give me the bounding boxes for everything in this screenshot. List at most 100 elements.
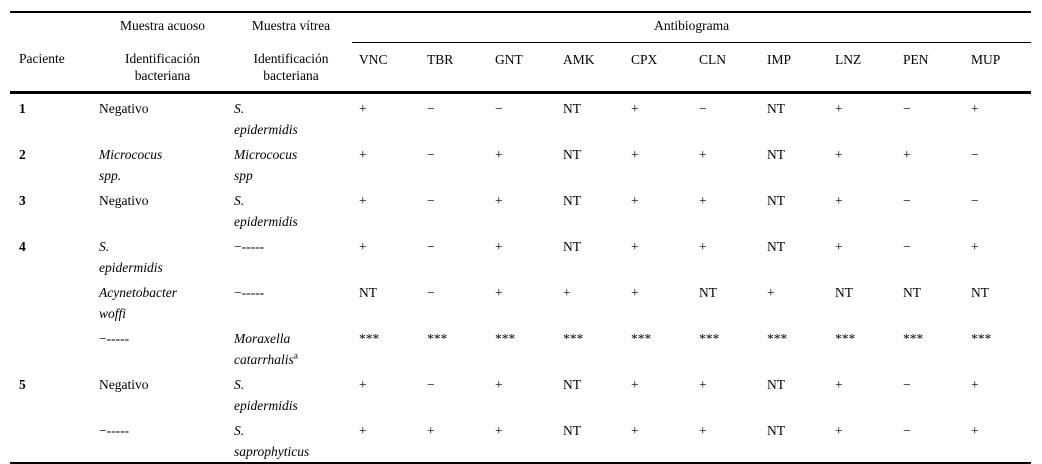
vitreous-identification: S. epidermidis [234,376,298,413]
header-row-columns: Paciente Identificación bacteriana Ident… [10,42,1032,94]
antibiogram-value: NT [767,100,785,116]
vitreous-identification: S. saprophyticus [234,422,310,459]
antibiogram-value: − [903,192,911,208]
aqueous-identification: Acynetobacter woffi [99,284,177,321]
antibiogram-value: + [427,422,435,438]
antibiogram-value: *** [427,330,448,346]
aqueous-identification: Micrococus spp. [99,146,163,183]
vitreous-identification: S. epidermidis [234,192,298,229]
antibiogram-value: − [495,100,503,116]
aqueous-identification: −----- [99,422,130,438]
aqueous-identification: −----- [99,330,130,346]
antibiogram-value: NT [699,284,717,300]
antibiogram-value: + [971,422,979,438]
aqueous-identification: S. epidermidis [99,238,163,275]
antibiogram-value: + [631,238,639,254]
antibiogram-value: + [835,422,843,438]
antibiogram-value: *** [359,330,380,346]
col-header-tbr: TBR [420,42,488,94]
antibiogram-value: *** [631,330,652,346]
vitreous-identification: S. epidermidis [234,100,298,137]
antibiogram-value: + [359,192,367,208]
antibiogram-value: NT [767,192,785,208]
antibiogram-value: − [903,238,911,254]
antibiogram-value: − [971,192,979,208]
patient-number: 4 [19,238,26,254]
antibiogram-value: + [971,376,979,392]
antibiogram-value: + [971,238,979,254]
antibiogram-value: NT [767,422,785,438]
table-body: 1 Negativo S. epidermidis + − − NT + − N… [10,92,1031,463]
antibiogram-value: + [495,422,503,438]
antibiogram-value: + [835,238,843,254]
aqueous-identification: Negativo [99,376,149,392]
patient-number: 5 [19,376,26,392]
antibiogram-value: + [631,100,639,116]
antibiogram-value: *** [835,330,856,346]
patient-number [10,324,95,370]
footnote-marker: a [293,351,298,361]
patient-number: 2 [19,146,26,162]
antibiogram-value: + [835,192,843,208]
antibiogram-value: + [835,146,843,162]
table-row-patient-4: 4 S. epidermidis −----- + − + NT + + NT … [10,232,1031,278]
antibiogram-value: + [359,422,367,438]
table-row-patient-5: 5 Negativo S. epidermidis + − + NT + + N… [10,370,1031,416]
antibiogram-value: + [631,376,639,392]
antibiogram-value: *** [699,330,720,346]
antibiogram-value: + [835,376,843,392]
table-row-patient-2: 2 Micrococus spp. Micrococus spp + − + N… [10,140,1031,186]
aqueous-identification: Negativo [99,192,149,208]
antibiogram-value: − [971,146,979,162]
antibiogram-value: + [699,238,707,254]
vitreous-identification: −----- [234,238,265,254]
col-header-cpx: CPX [624,42,692,94]
col-header-vnc: VNC [352,42,420,94]
col-header-cln: CLN [692,42,760,94]
antibiogram-value: − [427,100,435,116]
antibiogram-value: − [699,100,707,116]
antibiogram-value: + [359,146,367,162]
table-row-patient-1: 1 Negativo S. epidermidis + − − NT + − N… [10,92,1031,140]
col-header-lnz: LNZ [828,42,896,94]
antibiogram-value: + [563,284,571,300]
col-group-vitreous-sample: Muestra vítrea [251,18,331,33]
col-group-aqueous-sample: Muestra acuoso [119,18,206,33]
antibiogram-value: NT [767,376,785,392]
antibiogram-value: + [495,284,503,300]
col-header-aqueous-identification: Identificación bacteriana [95,42,230,94]
antibiogram-value: − [427,376,435,392]
antibiogram-value: NT [767,238,785,254]
antibiogram-value: NT [563,100,581,116]
col-header-pen: PEN [896,42,964,94]
vitreous-identification: −----- [234,284,265,300]
antibiogram-value: − [427,146,435,162]
antibiogram-value: + [495,146,503,162]
antibiogram-value: NT [903,284,921,300]
antibiogram-value: + [631,192,639,208]
antibiogram-value: − [903,422,911,438]
antibiogram-value: NT [563,238,581,254]
patient-number: 1 [19,100,26,116]
table-row-patient-5-second-isolate: −----- S. saprophyticus + + + NT + + NT … [10,416,1031,463]
antibiogram-value: + [903,146,911,162]
antibiogram-value: − [903,376,911,392]
vitreous-identification: Micrococus spp [234,146,298,183]
antibiogram-value: *** [563,330,584,346]
col-header-mup: MUP [964,42,1032,94]
col-header-paciente: Paciente [10,42,95,94]
antibiogram-value: + [631,146,639,162]
antibiogram-value: NT [563,192,581,208]
species-name: Moraxella catarrhalis [234,330,294,367]
antibiogram-value: + [359,100,367,116]
antibiogram-value: *** [767,330,788,346]
antibiogram-value: + [495,376,503,392]
antibiogram-value: *** [971,330,992,346]
col-header-vitreous-identification: Identificación bacteriana [230,42,352,94]
antibiogram-value: − [903,100,911,116]
antibiogram-value: + [835,100,843,116]
antibiogram-value: NT [971,284,989,300]
antibiogram-value: + [699,192,707,208]
antibiogram-value: + [699,376,707,392]
antibiogram-value: *** [903,330,924,346]
